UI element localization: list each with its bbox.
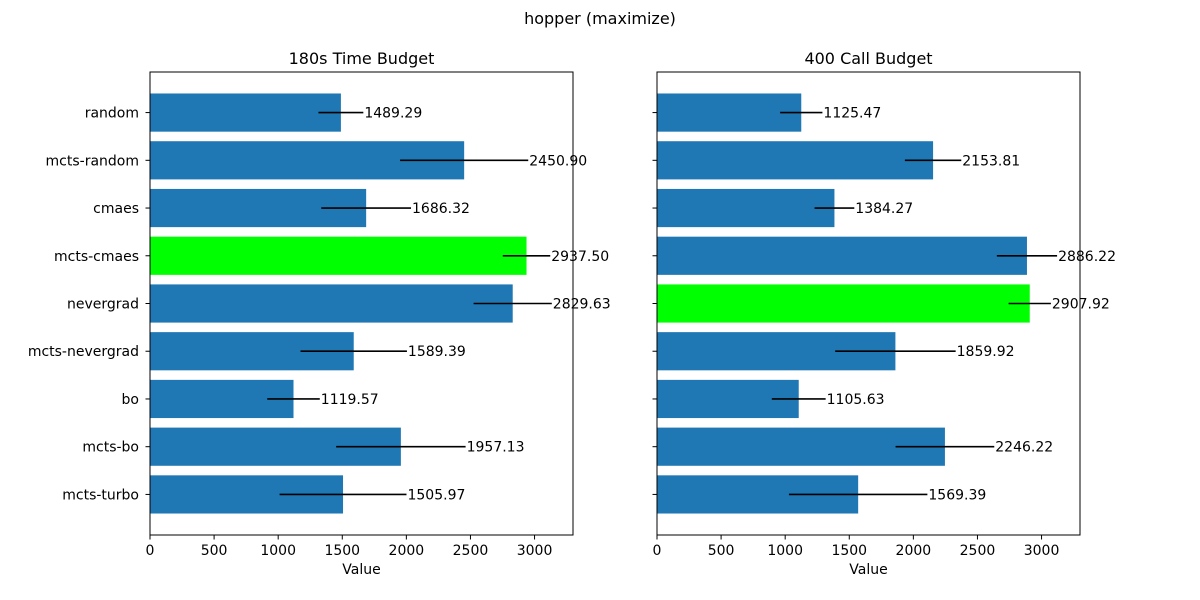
value-label-mcts-bo: 2246.22 (995, 440, 1053, 456)
x-tick-label: 1000 (767, 543, 803, 559)
plot-area: 1125.47 2153.81 1384.27 2886.22 2907.92 1859.… (652, 71, 1116, 559)
value-label-mcts-cmaes: 2937.50 (551, 249, 609, 265)
x-tick-label: 0 (146, 543, 155, 559)
value-label-nevergrad: 2829.63 (553, 297, 611, 313)
value-label-cmaes: 1686.32 (412, 201, 470, 217)
chart-title: 180s Time Budget (289, 49, 435, 68)
y-tick-label-nevergrad: nevergrad (67, 297, 139, 313)
y-tick-label-mcts-random: mcts-random (46, 153, 139, 169)
y-tick-label-random: random (85, 106, 139, 122)
x-tick-label: 2000 (389, 543, 425, 559)
x-tick-label: 2500 (453, 543, 489, 559)
bar-random (150, 93, 341, 132)
bar-mcts-random (657, 141, 934, 180)
y-tick-label-mcts-cmaes: mcts-cmaes (54, 249, 139, 265)
bar-mcts-cmaes (150, 236, 527, 275)
value-label-mcts-turbo: 1569.39 (928, 487, 986, 503)
value-label-mcts-random: 2450.90 (529, 153, 587, 169)
value-label-mcts-nevergrad: 1589.39 (408, 344, 466, 360)
x-axis-label: Value (849, 562, 887, 578)
x-tick-label: 3000 (517, 543, 553, 559)
x-tick-label: 500 (201, 543, 228, 559)
chart-panel-time-budget: 180s Time Budget 1489.29 2450.90 1686.32 29… (28, 49, 611, 578)
x-tick-label: 500 (708, 543, 735, 559)
y-tick-label-mcts-bo: mcts-bo (82, 440, 139, 456)
x-tick-label: 0 (653, 543, 662, 559)
value-label-mcts-nevergrad: 1859.92 (957, 344, 1015, 360)
value-label-cmaes: 1384.27 (855, 201, 913, 217)
x-axis-label: Value (342, 562, 380, 578)
bar-nevergrad (657, 284, 1030, 323)
value-label-mcts-random: 2153.81 (962, 153, 1020, 169)
value-label-random: 1125.47 (823, 106, 881, 122)
x-tick-label: 1500 (324, 543, 360, 559)
value-label-bo: 1105.63 (827, 392, 885, 408)
y-tick-label-mcts-nevergrad: mcts-nevergrad (28, 344, 139, 360)
chart-panel-call-budget: 400 Call Budget 1125.47 2153.81 1384.27 288… (652, 49, 1116, 578)
value-label-bo: 1119.57 (321, 392, 379, 408)
figure-suptitle: hopper (maximize) (524, 9, 676, 28)
y-tick-label-mcts-turbo: mcts-turbo (62, 487, 139, 503)
y-tick-label-cmaes: cmaes (93, 201, 139, 217)
bar-cmaes (657, 188, 835, 228)
value-label-mcts-cmaes: 2886.22 (1058, 249, 1116, 265)
bar-random (657, 93, 802, 132)
chart-title: 400 Call Budget (804, 49, 932, 68)
value-label-mcts-bo: 1957.13 (467, 440, 525, 456)
y-tick-label-bo: bo (122, 392, 139, 408)
value-label-random: 1489.29 (364, 106, 422, 122)
value-label-nevergrad: 2907.92 (1052, 297, 1110, 313)
value-label-mcts-turbo: 1505.97 (407, 487, 465, 503)
x-tick-label: 2000 (896, 543, 932, 559)
x-tick-label: 2500 (960, 543, 996, 559)
bar-nevergrad (150, 284, 513, 323)
plot-area: 1489.29 2450.90 1686.32 2937.50 2829.63 1589.… (28, 71, 611, 559)
x-tick-label: 1000 (260, 543, 296, 559)
x-tick-label: 1500 (831, 543, 867, 559)
x-tick-label: 3000 (1024, 543, 1060, 559)
bar-mcts-cmaes (657, 236, 1027, 275)
